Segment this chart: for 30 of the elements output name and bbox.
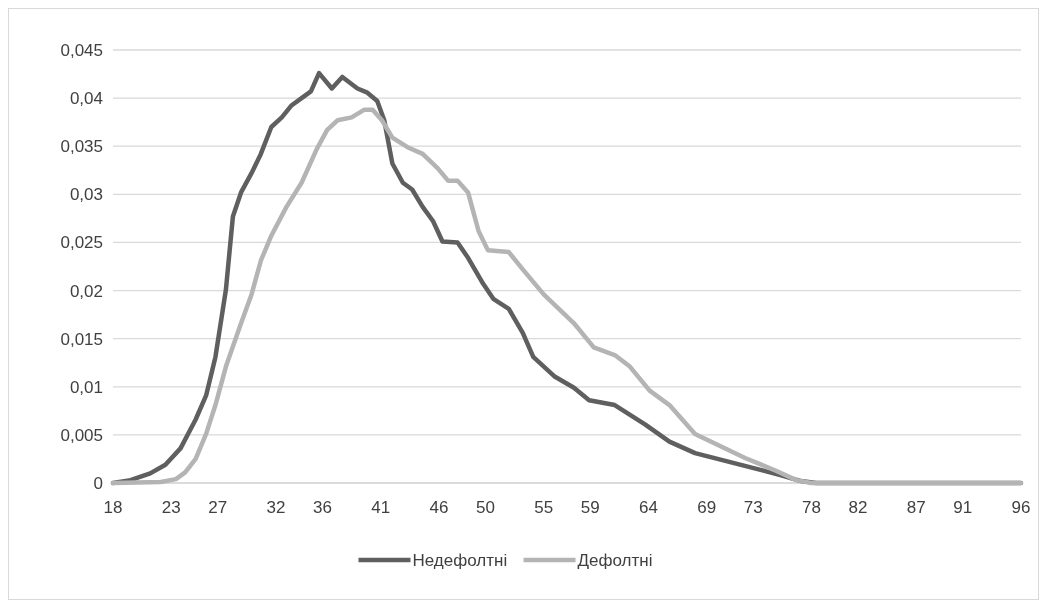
- y-tick-label: 0,03: [69, 185, 103, 205]
- y-tick-label: 0: [93, 473, 103, 493]
- y-tick-label: 0,02: [69, 281, 103, 301]
- x-tick-label: 23: [161, 498, 181, 517]
- legend-label: Дефолтні: [577, 550, 653, 570]
- y-tick-label: 0,035: [60, 137, 103, 157]
- y-tick-label: 0,015: [60, 329, 103, 349]
- x-tick-label: 55: [534, 498, 554, 517]
- y-tick-label: 0,045: [60, 40, 103, 60]
- x-tick-label: 73: [743, 498, 763, 517]
- y-tick-label: 0,01: [69, 377, 103, 397]
- x-tick-label: 36: [313, 498, 332, 517]
- x-tick-label: 27: [208, 498, 228, 517]
- x-tick-label: 59: [580, 498, 600, 517]
- x-tick-label: 87: [906, 498, 926, 517]
- x-tick-label: 50: [476, 498, 495, 517]
- x-tick-label: 18: [103, 498, 123, 517]
- x-tick-label: 82: [848, 498, 868, 517]
- x-tick-label: 78: [802, 498, 821, 517]
- y-tick-label: 0,005: [60, 425, 103, 445]
- x-tick-label: 32: [266, 498, 286, 517]
- x-tick-label: 64: [639, 498, 658, 517]
- x-tick-label: 69: [697, 498, 717, 517]
- x-tick-label: 96: [1011, 498, 1031, 517]
- y-tick-label: 0,04: [69, 89, 103, 109]
- legend-label: Недефолтні: [412, 550, 508, 570]
- y-tick-label: 0,025: [60, 233, 103, 253]
- x-tick-label: 91: [953, 498, 973, 517]
- x-tick-label: 41: [371, 498, 391, 517]
- x-tick-label: 46: [429, 498, 449, 517]
